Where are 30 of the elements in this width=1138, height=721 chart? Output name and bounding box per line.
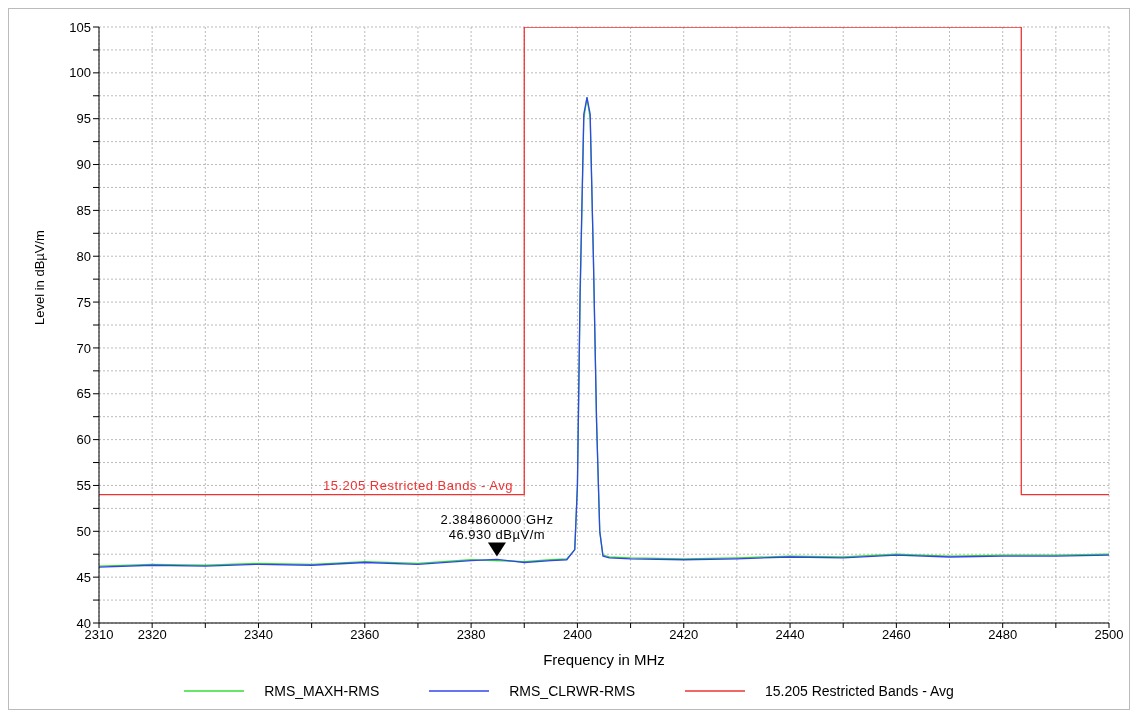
x-tick-label: 2440 <box>775 627 805 643</box>
legend-label: RMS_MAXH-RMS <box>264 683 380 699</box>
y-tick-label: 105 <box>69 19 91 35</box>
y-tick-label: 95 <box>76 111 91 127</box>
y-tick-label: 60 <box>76 432 91 448</box>
y-tick-label: 70 <box>76 340 91 356</box>
y-tick-label: 90 <box>76 157 91 173</box>
x-tick-label: 2400 <box>562 627 592 643</box>
x-tick-label: 2460 <box>881 627 911 643</box>
x-axis-title: Frequency in MHz <box>543 651 665 668</box>
y-tick-label: 85 <box>76 203 91 218</box>
legend-label: RMS_CLRWR-RMS <box>509 683 635 699</box>
x-tick-label: 2360 <box>350 627 380 643</box>
y-tick-label: 75 <box>76 294 91 310</box>
y-tick-label: 80 <box>76 248 91 264</box>
x-tick-label: 2340 <box>244 627 273 643</box>
y-tick-label: 45 <box>76 569 91 585</box>
legend-label: 15.205 Restricted Bands - Avg <box>765 683 954 699</box>
y-tick-label: 100 <box>69 65 91 81</box>
x-tick-label: 2500 <box>1094 627 1124 643</box>
x-tick-label: 2380 <box>456 627 486 643</box>
annotation: 15.205 Restricted Bands - Avg <box>323 477 513 493</box>
x-tick-label: 2420 <box>669 627 699 643</box>
y-axis-title: Level in dBµV/m <box>31 230 47 325</box>
x-tick-label: 2320 <box>137 627 167 643</box>
y-tick-label: 65 <box>76 386 91 402</box>
y-tick-label: 55 <box>76 478 91 494</box>
x-tick-label: 2480 <box>988 627 1018 643</box>
y-tick-label: 50 <box>76 523 91 539</box>
annotation: 2.384860000 GHz 46.930 dBµV/m <box>440 512 554 543</box>
